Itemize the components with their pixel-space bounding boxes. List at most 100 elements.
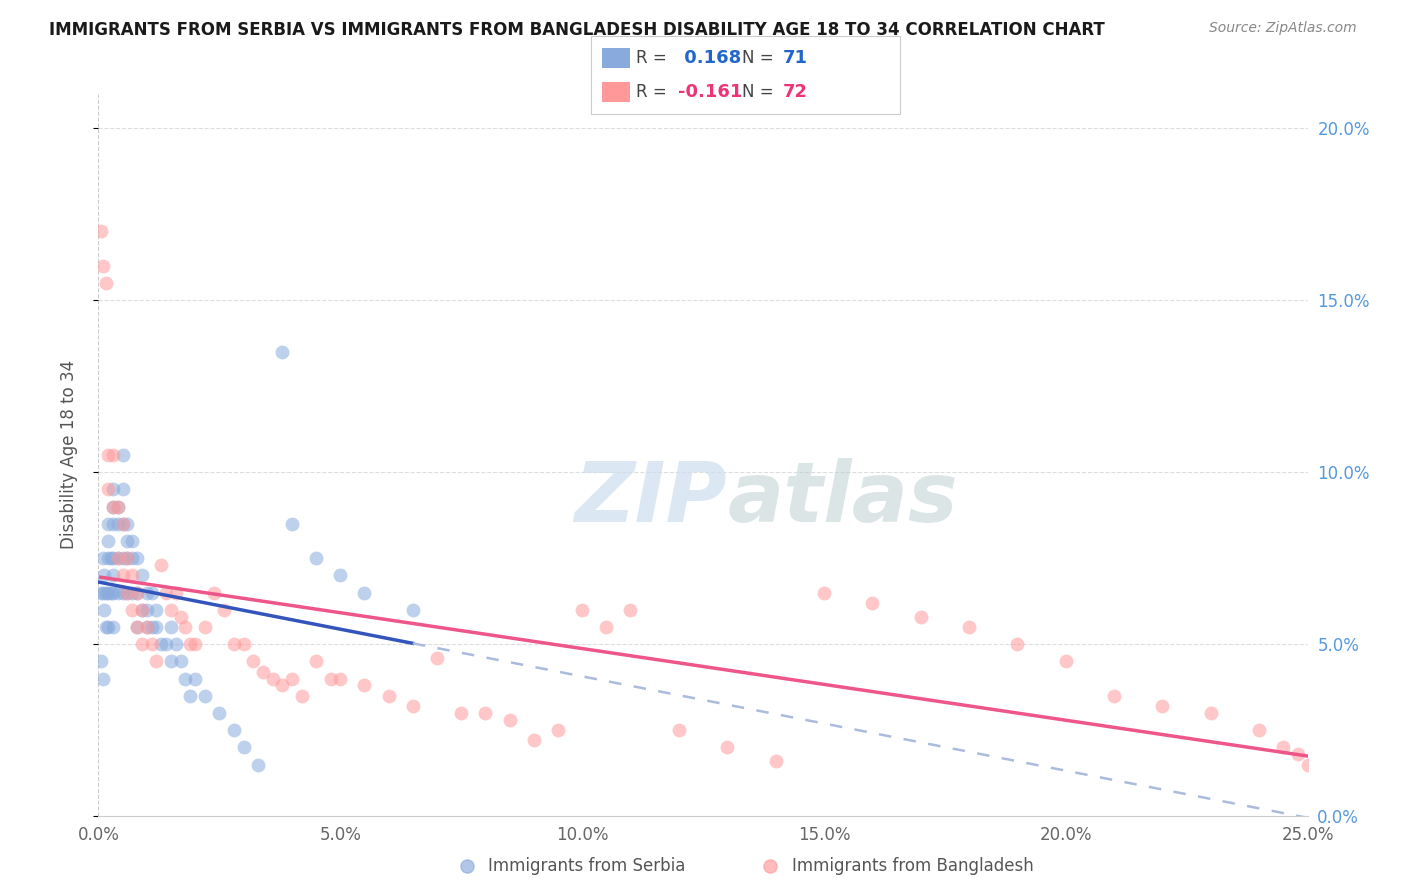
Point: [107, 551, 129, 566]
Point: [97, 585, 120, 599]
Point: [91, 551, 114, 566]
Point: [160, 620, 183, 634]
Point: [90, 224, 112, 238]
Point: [204, 585, 226, 599]
Point: [1007, 637, 1029, 651]
Point: [101, 620, 124, 634]
Point: [141, 637, 163, 651]
Point: [107, 585, 129, 599]
Point: [165, 637, 187, 651]
Point: [619, 603, 641, 617]
Point: [271, 678, 294, 692]
Point: [262, 672, 284, 686]
Text: 72: 72: [783, 83, 808, 101]
Point: [1054, 654, 1077, 668]
Point: [135, 585, 157, 599]
Point: [169, 654, 191, 668]
Point: [1286, 747, 1309, 762]
Point: [305, 551, 328, 566]
Point: [212, 603, 235, 617]
Point: [111, 516, 134, 531]
Point: [145, 620, 167, 634]
Point: [247, 757, 270, 772]
Point: [94, 276, 117, 290]
Point: [160, 654, 183, 668]
Point: [90, 585, 112, 599]
Point: [93, 568, 115, 582]
Point: [571, 603, 593, 617]
Point: [290, 689, 312, 703]
Point: [329, 568, 352, 582]
Point: [910, 609, 932, 624]
Point: [97, 483, 120, 497]
Point: [765, 754, 787, 768]
Point: [305, 654, 328, 668]
Point: [107, 500, 129, 514]
Point: [101, 585, 124, 599]
Text: Immigrants from Serbia: Immigrants from Serbia: [488, 857, 685, 875]
Point: [957, 620, 980, 634]
Point: [242, 654, 264, 668]
Point: [165, 585, 187, 599]
Point: [91, 259, 114, 273]
Point: [141, 620, 163, 634]
Point: [1199, 706, 1222, 720]
Point: [107, 500, 129, 514]
Point: [111, 551, 134, 566]
Point: [111, 585, 134, 599]
Point: [498, 713, 520, 727]
Point: [101, 551, 124, 566]
Point: [97, 533, 120, 548]
Point: [111, 448, 134, 462]
Point: [523, 733, 546, 747]
Point: [121, 551, 143, 566]
Point: [111, 516, 134, 531]
Point: [127, 585, 149, 599]
Point: [111, 568, 134, 582]
Text: ZIP: ZIP: [575, 458, 727, 539]
Point: [145, 654, 167, 668]
Point: [1249, 723, 1271, 738]
Point: [174, 620, 197, 634]
Point: [127, 620, 149, 634]
Text: atlas: atlas: [727, 458, 957, 539]
Point: [107, 516, 129, 531]
Point: [450, 706, 472, 720]
Point: [252, 665, 274, 679]
Point: [117, 551, 139, 566]
Point: [194, 689, 217, 703]
Point: [208, 706, 231, 720]
Point: [135, 603, 157, 617]
Point: [121, 603, 143, 617]
Point: [232, 740, 254, 755]
Point: [353, 585, 375, 599]
Point: [117, 516, 139, 531]
Point: [97, 620, 120, 634]
Point: [150, 558, 173, 572]
Point: [91, 585, 114, 599]
Point: [127, 551, 149, 566]
Text: 0.168: 0.168: [678, 49, 741, 67]
Point: [101, 516, 124, 531]
Point: [222, 637, 245, 651]
Text: Source: ZipAtlas.com: Source: ZipAtlas.com: [1209, 21, 1357, 35]
Point: [456, 859, 478, 873]
Point: [117, 533, 139, 548]
Point: [94, 620, 117, 634]
Point: [1296, 757, 1319, 772]
Point: [194, 620, 217, 634]
Point: [91, 672, 114, 686]
Point: [111, 483, 134, 497]
Point: [860, 596, 883, 610]
Point: [595, 620, 617, 634]
Point: [127, 620, 149, 634]
Point: [94, 585, 117, 599]
Point: [222, 723, 245, 738]
Point: [100, 585, 122, 599]
Point: [474, 706, 496, 720]
Point: [377, 689, 399, 703]
Point: [131, 568, 153, 582]
Point: [271, 344, 294, 359]
Point: [101, 568, 124, 582]
Point: [135, 620, 157, 634]
